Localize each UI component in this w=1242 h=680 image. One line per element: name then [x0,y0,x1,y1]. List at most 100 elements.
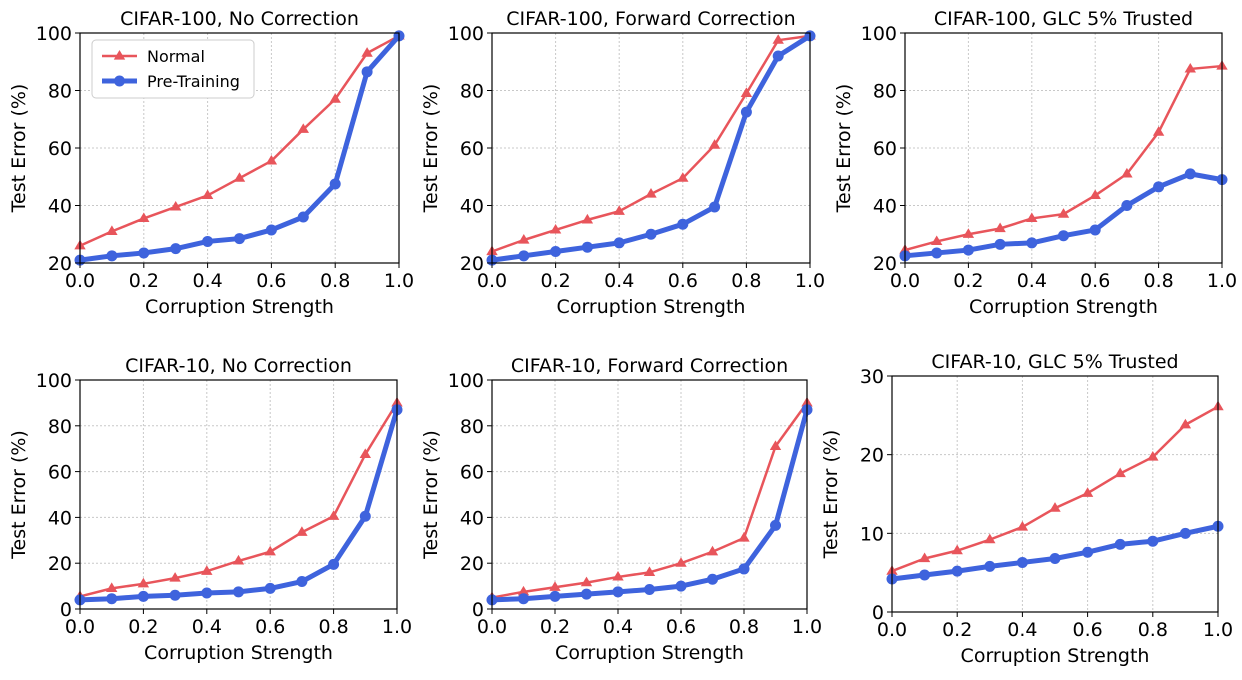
data-point [361,47,373,57]
data-point [740,87,753,97]
data-point [137,577,150,588]
data-point [918,552,931,563]
series-pretraining [74,404,403,606]
data-point [233,172,246,182]
chart-panel-1: 0.0 0.2 0.4 0.6 0.8 1.0 20 40 60 80 100 CIFAR-100, … [8,8,414,318]
data-point [984,533,996,544]
data-point [297,211,309,223]
data-point [518,250,530,262]
chart-title: CIFAR-100, GLC 5% Trusted [934,8,1193,30]
series-normal [899,60,1228,254]
data-point [328,558,340,570]
y-tick-label: 60 [48,462,72,484]
data-point [1026,237,1038,249]
chart-title: CIFAR-10, No Correction [125,355,352,377]
legend-marker [113,50,126,60]
data-point [1152,126,1165,136]
data-point [994,222,1006,233]
data-point [264,545,276,556]
data-point [169,572,181,582]
x-tick-label: 0.6 [255,616,285,638]
data-point [772,34,784,44]
data-point [265,224,277,236]
y-tick-label: 80 [48,81,72,103]
data-point [297,123,309,133]
data-point [329,178,341,190]
data-point [327,510,340,520]
data-point [1058,230,1069,242]
data-point [296,526,308,536]
x-tick-label: 0.6 [256,270,286,292]
data-point [106,593,118,605]
x-tick-label: 0.4 [192,616,222,638]
data-point [517,585,530,596]
data-point [1026,212,1038,223]
data-point [1121,200,1133,211]
data-point [549,590,561,602]
y-tick-label: 100 [861,23,897,45]
data-point [234,233,245,245]
data-point [549,223,562,234]
y-tick-label: 20 [460,253,484,275]
chart-title: CIFAR-10, GLC 5% Trusted [931,351,1178,373]
data-point [612,586,624,598]
y-tick-label: 10 [860,523,884,545]
x-tick-label: 0.0 [65,270,95,292]
series-normal [486,396,813,602]
x-tick-label: 1.0 [1207,270,1237,292]
data-point [1089,189,1101,200]
series-normal [886,400,1224,575]
data-point [675,580,687,592]
data-point [1184,168,1196,180]
series-line [904,64,1223,252]
data-point [772,50,784,62]
x-axis-label: Corruption Strength [144,642,333,664]
data-point [138,247,150,259]
data-point [329,93,341,103]
data-point [677,218,689,230]
series-pretraining [486,30,816,266]
x-tick-label: 0.2 [942,619,972,641]
x-tick-label: 1.0 [795,270,825,292]
y-tick-label: 20 [460,553,484,575]
series-normal [74,29,405,250]
y-tick-label: 20 [860,445,884,467]
data-point [1147,535,1159,547]
y-tick-label: 30 [860,366,884,388]
data-point [201,587,213,599]
x-tick-label: 0.0 [477,616,507,638]
data-point [677,172,689,182]
data-point [549,581,561,591]
data-point [581,213,594,224]
chart-title: CIFAR-10, Forward Correction [511,355,788,377]
y-axis-label: Test Error (%) [8,84,30,214]
data-point [984,560,996,572]
x-tick-label: 0.4 [603,616,633,638]
y-tick-label: 20 [48,553,72,575]
series-pretraining [486,404,813,606]
x-tick-label: 0.4 [604,270,634,292]
legend: Normal Pre-Training [91,39,255,99]
data-point [962,228,975,238]
chart-title: CIFAR-100, Forward Correction [506,8,795,30]
data-point [770,519,781,531]
data-point [707,573,718,585]
y-tick-label: 40 [873,196,897,218]
x-tick-label: 0.8 [1143,270,1173,292]
data-point [138,212,150,223]
y-tick-label: 20 [873,253,897,275]
chart-panel-6: 0.0 0.2 0.4 0.6 0.8 1.0 0 10 20 30 CIFAR-10, GLC 5… [820,351,1233,667]
chart-panel-5: 0.0 0.2 0.4 0.6 0.8 1.0 0 20 40 60 80 100 CIFAR-10, … [420,355,822,664]
data-point [1089,224,1101,236]
data-point [645,228,657,240]
series-pretraining [899,168,1228,262]
y-tick-label: 100 [448,23,484,45]
chart-panel-4: 0.0 0.2 0.4 0.6 0.8 1.0 0 20 40 60 80 100 CIFAR-10, … [8,355,412,664]
data-point [1153,181,1165,193]
data-point [1057,208,1070,218]
data-point [1049,502,1061,512]
data-point [580,576,593,587]
y-tick-label: 60 [460,138,484,160]
data-point [1081,487,1094,497]
